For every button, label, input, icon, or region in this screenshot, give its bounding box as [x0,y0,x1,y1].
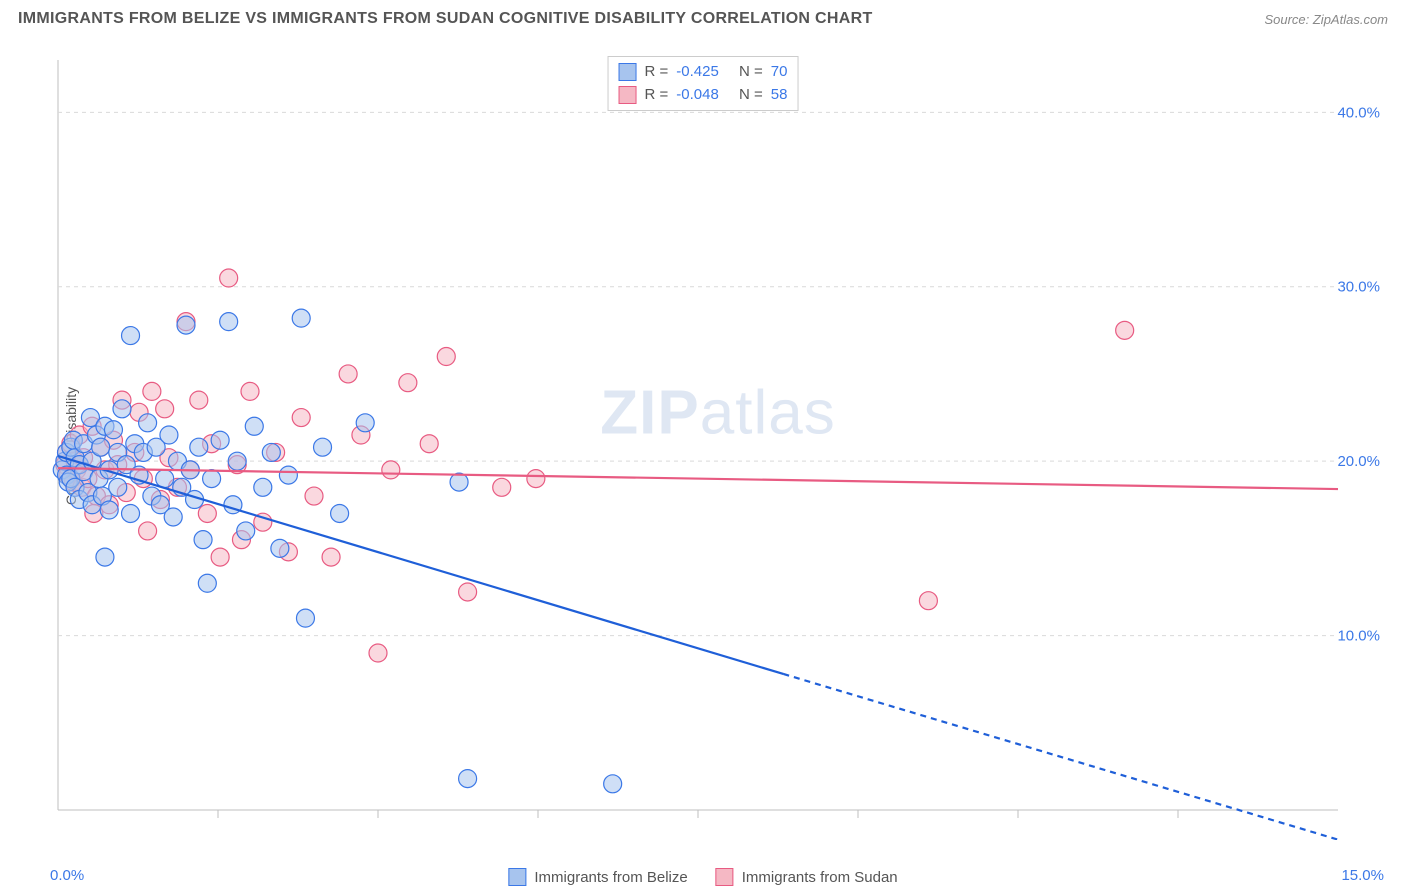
n-value-belize: 70 [771,61,788,84]
svg-text:20.0%: 20.0% [1337,453,1380,470]
n-label: N = [739,61,763,84]
series-legend: Immigrants from Belize Immigrants from S… [508,868,897,886]
swatch-belize-icon [619,63,637,81]
svg-text:10.0%: 10.0% [1337,628,1380,645]
swatch-sudan-icon [619,86,637,104]
r-label: R = [645,61,669,84]
legend-label: Immigrants from Sudan [742,869,898,886]
svg-text:40.0%: 40.0% [1337,104,1380,121]
r-value-sudan: -0.048 [676,84,719,107]
stats-row-sudan: R = -0.048 N = 58 [619,84,788,107]
swatch-belize-icon [508,868,526,886]
legend-item-sudan: Immigrants from Sudan [716,868,898,886]
legend-label: Immigrants from Belize [534,869,687,886]
chart-area: ZIPatlas 10.0%20.0%30.0%40.0% [48,50,1388,840]
chart-title: IMMIGRANTS FROM BELIZE VS IMMIGRANTS FRO… [18,10,873,28]
stats-row-belize: R = -0.425 N = 70 [619,61,788,84]
scatter-chart: 10.0% 20.0% 30.0% 40.0% [48,50,1388,840]
x-axis-max-label: 15.0% [1341,867,1384,884]
n-label: N = [739,84,763,107]
swatch-sudan-icon [716,868,734,886]
stats-legend: R = -0.425 N = 70 R = -0.048 N = 58 [608,56,799,111]
r-label: R = [645,84,669,107]
x-axis-min-label: 0.0% [50,867,84,884]
r-value-belize: -0.425 [676,61,719,84]
legend-item-belize: Immigrants from Belize [508,868,687,886]
n-value-sudan: 58 [771,84,788,107]
svg-text:30.0%: 30.0% [1337,279,1380,296]
source-label: Source: ZipAtlas.com [1264,12,1388,27]
